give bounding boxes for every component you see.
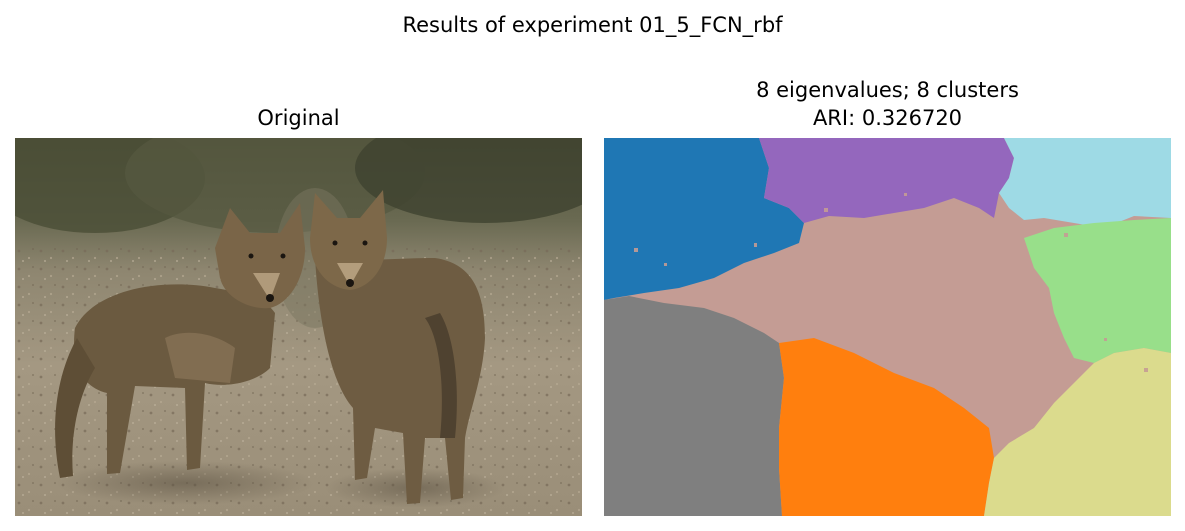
segment-blue (604, 138, 804, 300)
original-image (15, 138, 582, 516)
coyotes-photo (15, 138, 582, 516)
segmentation-image (604, 138, 1171, 516)
segment-boundary-speckle (634, 193, 1148, 401)
segmentation-title: 8 eigenvalues; 8 clusters ARI: 0.326720 (604, 76, 1171, 132)
segmentation-title-line1: 8 eigenvalues; 8 clusters (756, 78, 1019, 102)
segment-gray (604, 296, 784, 516)
figure-suptitle: Results of experiment 01_5_FCN_rbf (402, 13, 783, 37)
segment-orange (779, 338, 994, 516)
cluster-map (604, 138, 1171, 516)
segment-light-cyan (999, 138, 1171, 228)
original-image-title: Original (257, 106, 340, 130)
segment-light-green (1024, 218, 1171, 363)
segmentation-title-line2: ARI: 0.326720 (812, 106, 963, 130)
segment-purple (759, 138, 1014, 223)
segment-olive (984, 348, 1171, 516)
